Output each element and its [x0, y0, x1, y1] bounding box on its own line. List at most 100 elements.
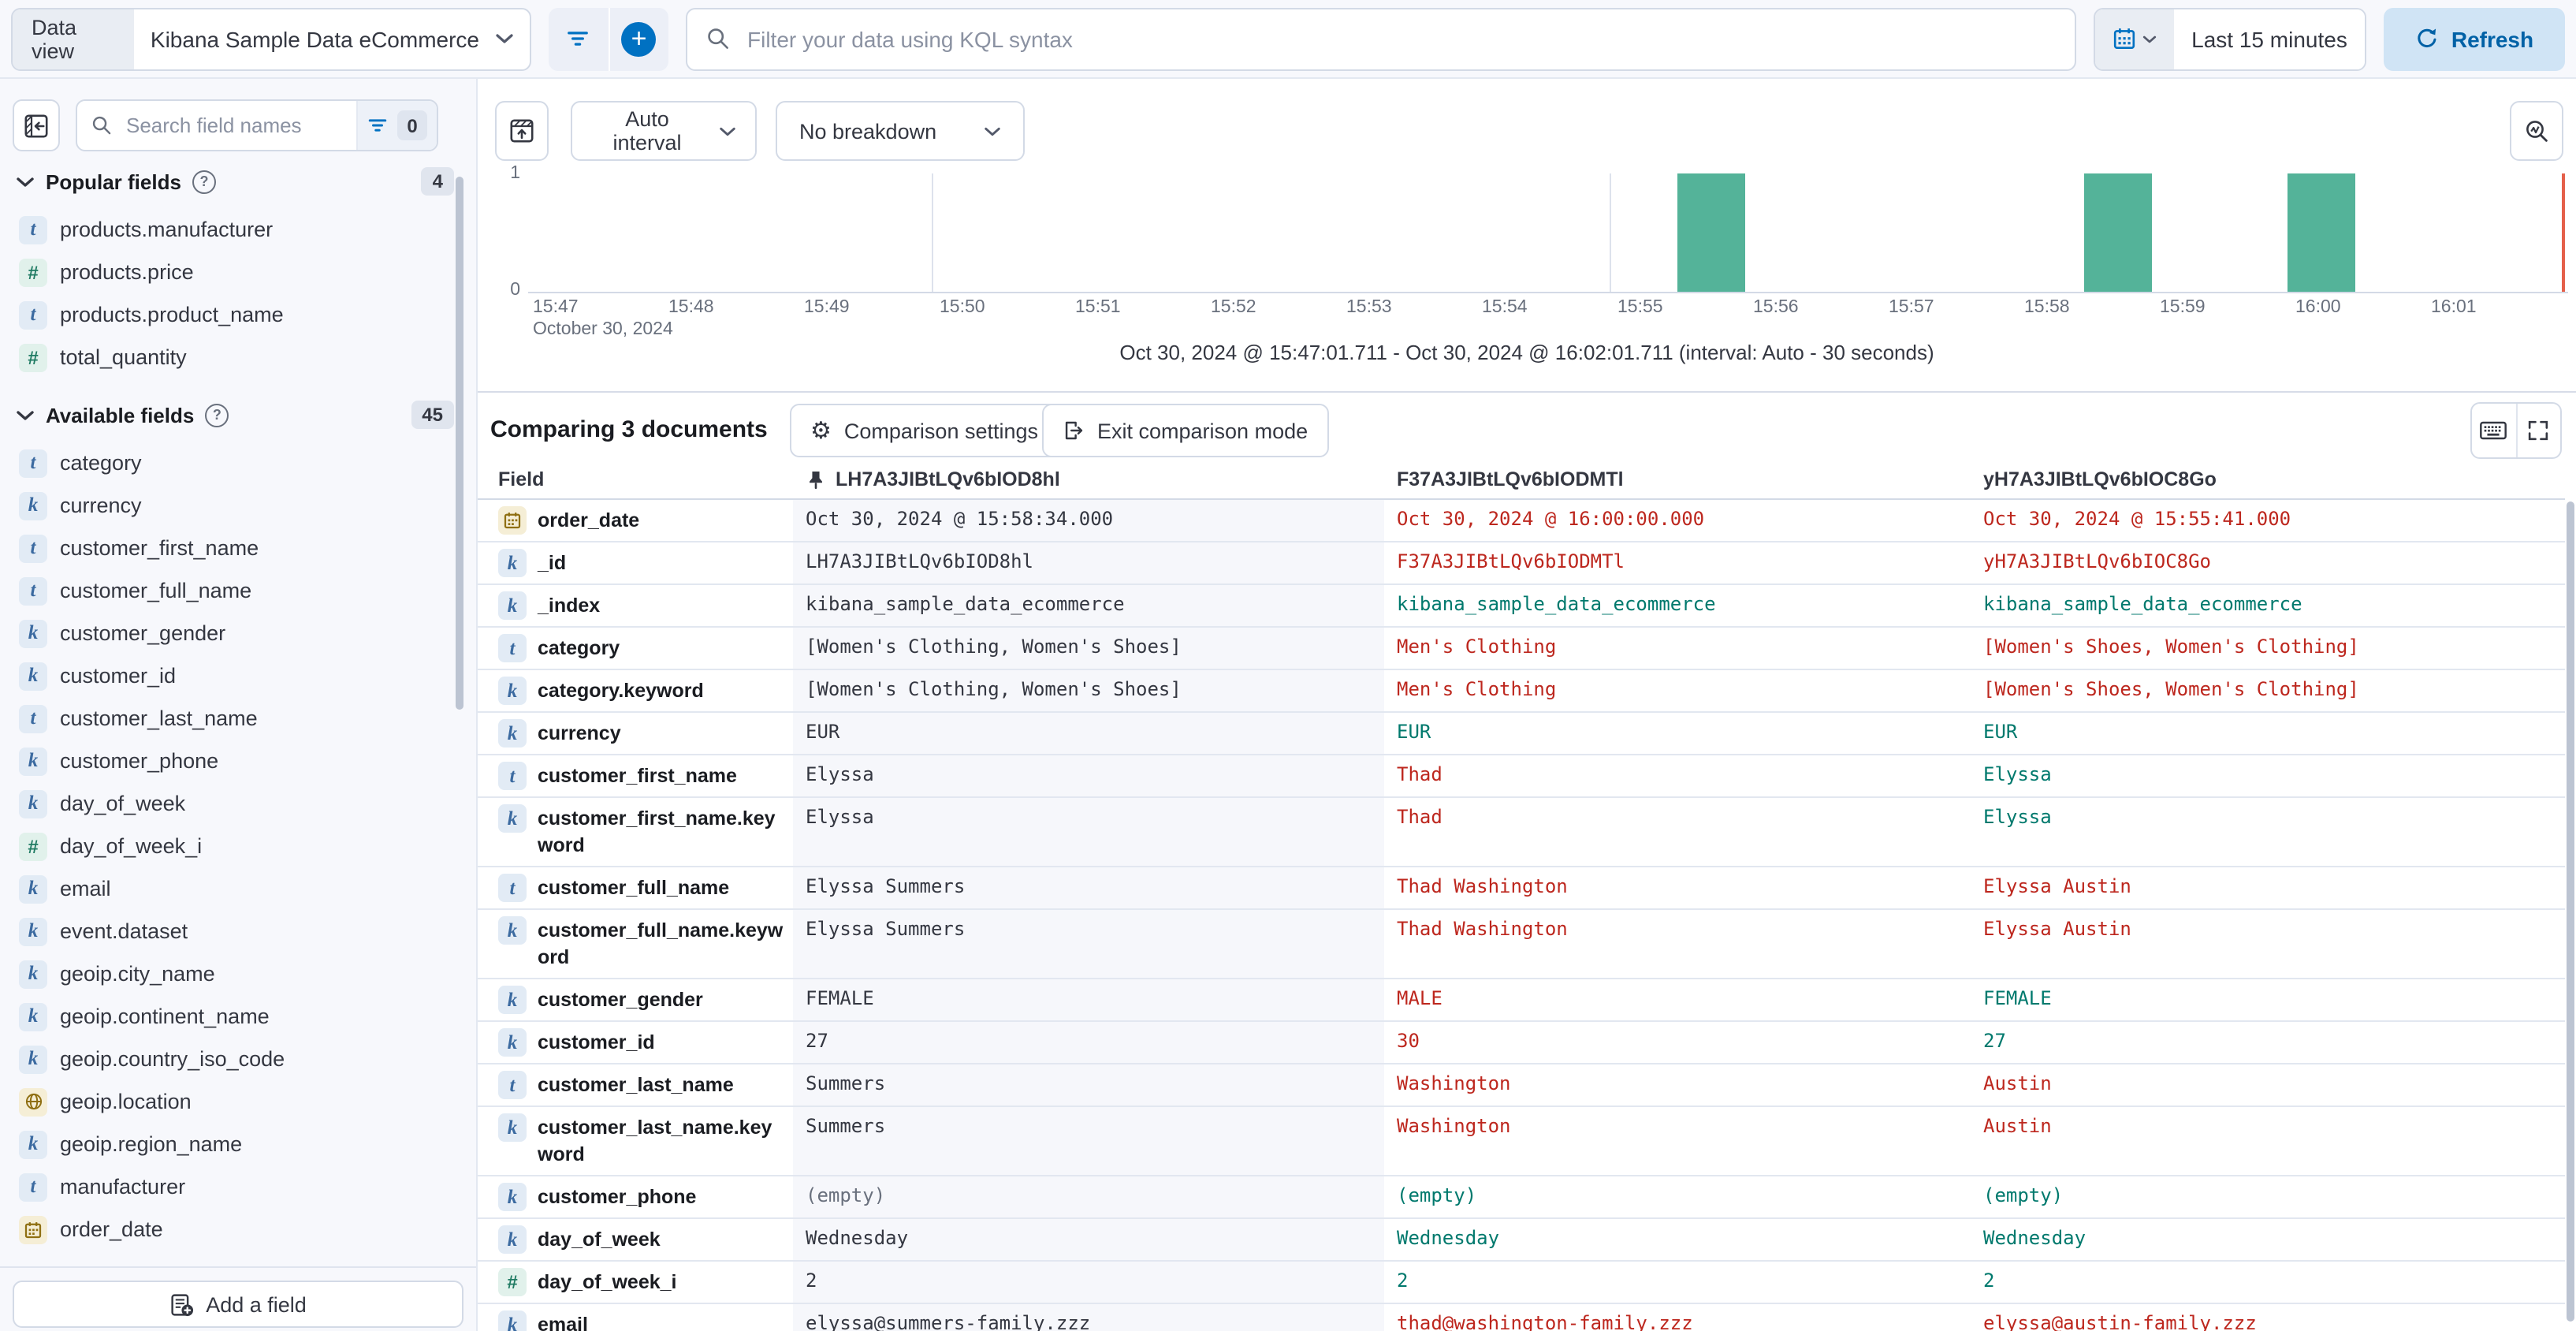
filter-button[interactable]: [549, 7, 608, 70]
k-field-token-icon: k: [498, 719, 527, 748]
table-row[interactable]: k email elyssa@summers-family.zzz thad@w…: [478, 1304, 2565, 1331]
sidebar-field-item[interactable]: t manufacturer: [13, 1165, 463, 1208]
sidebar-field-item[interactable]: k geoip.city_name: [13, 953, 463, 995]
sidebar-field-item[interactable]: # products.price: [13, 251, 463, 293]
sidebar-field-item[interactable]: k geoip.region_name: [13, 1123, 463, 1165]
table-row[interactable]: k customer_gender FEMALE MALE FEMALE: [478, 979, 2565, 1022]
table-row[interactable]: k customer_last_name.keyword Summers Was…: [478, 1107, 2565, 1176]
histogram-bar[interactable]: [2287, 173, 2355, 292]
x-axis-tick-label: 15:51: [1075, 298, 1121, 317]
table-row[interactable]: k category.keyword [Women's Clothing, Wo…: [478, 670, 2565, 713]
comparison-settings-label: Comparison settings: [843, 419, 1039, 442]
sidebar-scrollbar[interactable]: [456, 177, 463, 710]
sidebar-field-item[interactable]: k geoip.continent_name: [13, 995, 463, 1038]
table-row[interactable]: k customer_first_name.keyword Elyssa Tha…: [478, 798, 2565, 867]
table-row[interactable]: k customer_full_name.keyword Elyssa Summ…: [478, 910, 2565, 979]
field-column-header[interactable]: Field: [498, 468, 545, 490]
table-row[interactable]: # day_of_week_i 2 2 2: [478, 1262, 2565, 1304]
histogram-bar[interactable]: [2083, 173, 2151, 292]
fullscreen-button[interactable]: [2517, 404, 2560, 457]
table-row[interactable]: t customer_last_name Summers Washington …: [478, 1064, 2565, 1107]
sidebar-field-item[interactable]: geoip.location: [13, 1080, 463, 1123]
field-search[interactable]: 0: [76, 99, 438, 151]
sidebar-field-item[interactable]: k day_of_week: [13, 782, 463, 825]
kql-input[interactable]: [744, 24, 2056, 53]
sidebar-field-item[interactable]: # total_quantity: [13, 336, 463, 378]
field-name: customer_gender: [60, 621, 226, 645]
sidebar-field-item[interactable]: t customer_last_name: [13, 697, 463, 740]
doc-column-header[interactable]: F37A3JIBtLQv6bIODMTl: [1384, 468, 1971, 490]
collapse-sidebar-button[interactable]: [13, 99, 60, 151]
table-scrollbar[interactable]: [2567, 501, 2574, 1322]
table-row[interactable]: k currency EUR EUR EUR: [478, 713, 2565, 755]
table-row[interactable]: k _id LH7A3JIBtLQv6bIOD8hl F37A3JIBtLQv6…: [478, 542, 2565, 585]
table-row[interactable]: order_date Oct 30, 2024 @ 15:58:34.000 O…: [478, 500, 2565, 542]
doc-column-header[interactable]: yH7A3JIBtLQv6bIOC8Go: [1971, 468, 2565, 490]
sidebar-field-item[interactable]: t products.manufacturer: [13, 208, 463, 251]
divider: [0, 1266, 476, 1268]
field-type-icon: #: [19, 258, 47, 286]
field-section-label: Popular fields: [46, 170, 181, 193]
hide-chart-button[interactable]: [495, 101, 549, 161]
sidebar-field-item[interactable]: k currency: [13, 484, 463, 527]
chevron-down-icon: [719, 125, 736, 136]
table-row[interactable]: k customer_phone (empty) (empty) (empty): [478, 1176, 2565, 1219]
date-picker-calendar-button[interactable]: [2095, 9, 2174, 69]
field-section-header[interactable]: Popular fields ? 4: [0, 164, 476, 199]
interval-select[interactable]: Auto interval: [571, 101, 757, 161]
field-cell: k customer_phone: [478, 1176, 793, 1217]
x-axis-tick-label: 16:01: [2431, 298, 2477, 317]
sidebar-field-item[interactable]: t customer_full_name: [13, 569, 463, 612]
refresh-button[interactable]: Refresh: [2384, 7, 2565, 70]
field-search-input[interactable]: [123, 112, 356, 139]
table-row[interactable]: k _index kibana_sample_data_ecommerce ki…: [478, 585, 2565, 628]
keyboard-shortcuts-button[interactable]: [2472, 404, 2515, 457]
help-icon: ?: [192, 170, 216, 193]
field-cell: t category: [478, 628, 793, 669]
data-view-picker[interactable]: Data view Kibana Sample Data eCommerce: [11, 7, 531, 70]
sidebar-field-item[interactable]: k customer_id: [13, 654, 463, 697]
comparison-table-header: Field LH7A3JIBtLQv6bIOD8hl F37A3JIBtLQv6…: [478, 460, 2565, 500]
exit-comparison-button[interactable]: Exit comparison mode: [1042, 404, 1329, 457]
filter-icon: [567, 27, 590, 50]
search-icon: [91, 115, 112, 136]
doc-value: Wednesday: [1983, 1227, 2086, 1249]
add-field-button[interactable]: Add a field: [13, 1281, 463, 1328]
sidebar-field-item[interactable]: k geoip.country_iso_code: [13, 1038, 463, 1080]
table-row[interactable]: t customer_full_name Elyssa Summers Thad…: [478, 867, 2565, 910]
sidebar-field-item[interactable]: k event.dataset: [13, 910, 463, 953]
field-section-header[interactable]: Available fields ? 45: [0, 397, 476, 432]
breakdown-select[interactable]: No breakdown: [776, 101, 1025, 161]
doc-value-pinned: (empty): [793, 1176, 1384, 1217]
table-row[interactable]: t customer_first_name Elyssa Thad Elyssa: [478, 755, 2565, 798]
table-row[interactable]: k day_of_week Wednesday Wednesday Wednes…: [478, 1219, 2565, 1262]
field-cell: k customer_gender: [478, 979, 793, 1020]
comparison-settings-button[interactable]: ⚙ Comparison settings: [790, 404, 1059, 457]
sidebar-field-item[interactable]: t category: [13, 442, 463, 484]
t-field-token-icon: t: [498, 762, 527, 790]
sidebar-field-item[interactable]: t customer_first_name: [13, 527, 463, 569]
sidebar-field-item[interactable]: # day_of_week_i: [13, 825, 463, 867]
table-row[interactable]: k customer_id 27 30 27: [478, 1022, 2565, 1064]
add-filter-button[interactable]: +: [609, 7, 668, 70]
histogram-bar[interactable]: [1677, 173, 1744, 292]
sidebar-field-item[interactable]: k email: [13, 867, 463, 910]
lens-inspect-icon: [2524, 118, 2549, 144]
divider: [608, 7, 609, 70]
field-list: t products.manufacturer # products.price…: [0, 208, 476, 378]
sidebar-field-item[interactable]: k customer_gender: [13, 612, 463, 654]
field-filter-controls[interactable]: 0: [356, 101, 437, 150]
edit-visualization-button[interactable]: [2510, 101, 2563, 161]
doc-value-pinned: Summers: [793, 1064, 1384, 1105]
t-field-token-icon: t: [498, 634, 527, 662]
add-field-icon: [169, 1292, 193, 1316]
sidebar-field-item[interactable]: t products.product_name: [13, 293, 463, 336]
time-range-value[interactable]: Last 15 minutes: [2174, 9, 2365, 69]
doc-value-pinned: [Women's Clothing, Women's Shoes]: [793, 628, 1384, 669]
sidebar-field-item[interactable]: order_date: [13, 1208, 463, 1251]
field-name: category: [60, 451, 142, 475]
sidebar-field-item[interactable]: k customer_phone: [13, 740, 463, 782]
kql-search-bar[interactable]: [686, 7, 2076, 70]
table-row[interactable]: t category [Women's Clothing, Women's Sh…: [478, 628, 2565, 670]
pinned-doc-column-header[interactable]: LH7A3JIBtLQv6bIOD8hl: [793, 468, 1384, 490]
